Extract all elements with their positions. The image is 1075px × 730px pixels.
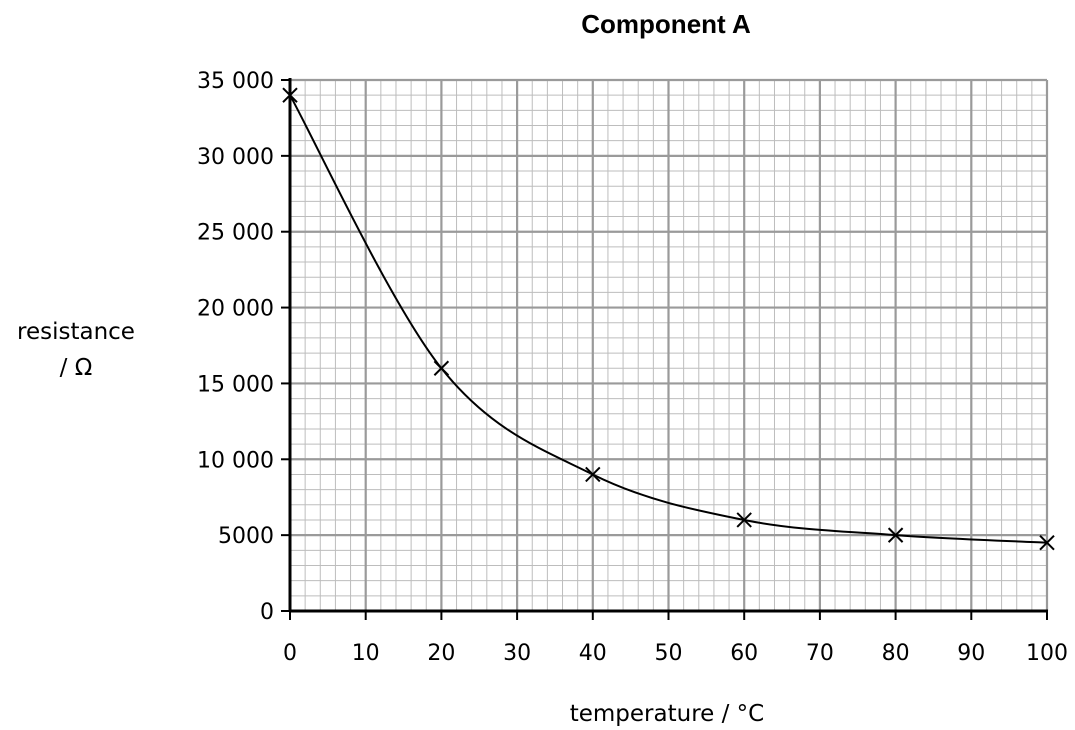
y-tick-label: 5000	[218, 524, 274, 549]
x-tick-label: 80	[882, 641, 910, 666]
data-point-marker	[433, 360, 450, 376]
data-point-marker	[585, 466, 601, 483]
y-axis-label-line1: resistance	[17, 319, 135, 345]
data-point-marker	[1039, 535, 1055, 551]
x-tick-label: 10	[352, 641, 380, 666]
marker-stroke	[585, 466, 601, 483]
y-tick-label: 20 000	[197, 297, 274, 322]
data-point-marker	[887, 527, 904, 543]
marker-stroke	[433, 360, 450, 376]
x-tick-label: 70	[806, 641, 834, 666]
y-tick-labels: 0 5000 10 000 15 000 20 000 25 000 30 000 35 00…	[197, 69, 274, 625]
marker-stroke	[887, 527, 904, 543]
chart-title: Component A	[581, 9, 751, 39]
y-tick-label: 10 000	[197, 448, 274, 473]
x-tick-label: 50	[655, 641, 683, 666]
marker-stroke	[1039, 535, 1055, 551]
marker-stroke	[282, 87, 298, 103]
y-tick-label: 0	[260, 600, 274, 625]
grid-major	[288, 78, 1049, 613]
x-tick-label: 0	[283, 641, 297, 666]
data-markers	[282, 87, 1055, 551]
x-tick-label: 60	[730, 641, 758, 666]
x-tick-labels: 0 10 20 30 40 50 60 70 80 90 100	[283, 641, 1068, 666]
x-tick-label: 40	[579, 641, 607, 666]
grid-minor	[290, 80, 1047, 611]
y-tick-label: 30 000	[197, 145, 274, 170]
series-curve	[289, 94, 1048, 544]
marker-stroke	[736, 512, 752, 528]
x-tick-label: 20	[427, 641, 455, 666]
tick-marks	[281, 79, 1048, 620]
y-tick-label: 35 000	[197, 69, 274, 94]
y-tick-label: 25 000	[197, 221, 274, 246]
x-axis-label: temperature / °C	[570, 701, 765, 727]
x-tick-label: 90	[957, 641, 985, 666]
x-tick-label: 30	[503, 641, 531, 666]
y-tick-label: 15 000	[197, 372, 274, 397]
x-tick-label: 100	[1026, 641, 1068, 666]
data-point-marker	[282, 87, 298, 103]
data-point-marker	[736, 512, 752, 528]
y-axis-label-line2: / Ω	[60, 355, 93, 381]
